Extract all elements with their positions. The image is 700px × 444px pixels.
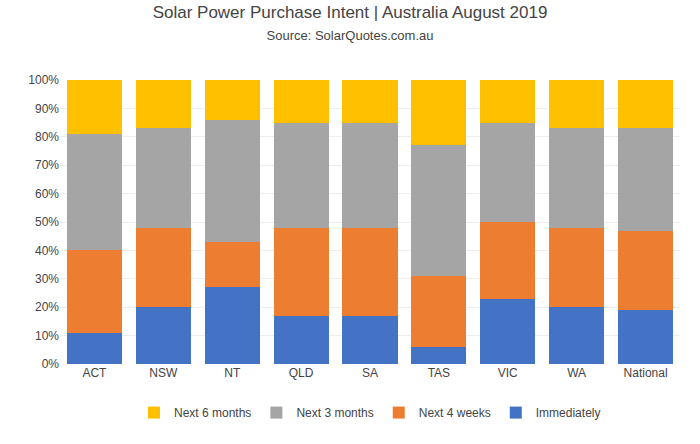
svg-text:90%: 90% (35, 102, 59, 116)
svg-text:NT: NT (224, 366, 241, 380)
svg-text:WA: WA (567, 366, 586, 380)
svg-text:National: National (624, 366, 668, 380)
svg-text:50%: 50% (35, 215, 59, 229)
svg-text:ACT: ACT (82, 366, 107, 380)
svg-text:SA: SA (362, 366, 378, 380)
svg-text:Next 4 weeks: Next 4 weeks (419, 406, 491, 420)
svg-text:VIC: VIC (498, 366, 518, 380)
svg-text:10%: 10% (35, 329, 59, 343)
svg-text:Immediately: Immediately (536, 406, 601, 420)
svg-text:QLD: QLD (289, 366, 314, 380)
svg-text:NSW: NSW (149, 366, 178, 380)
svg-text:40%: 40% (35, 244, 59, 258)
svg-text:0%: 0% (42, 357, 60, 371)
svg-text:Next 3 months: Next 3 months (296, 406, 373, 420)
svg-text:80%: 80% (35, 130, 59, 144)
svg-text:20%: 20% (35, 300, 59, 314)
svg-text:100%: 100% (28, 73, 59, 87)
svg-text:30%: 30% (35, 272, 59, 286)
svg-text:70%: 70% (35, 158, 59, 172)
svg-text:60%: 60% (35, 187, 59, 201)
svg-text:Next 6 months: Next 6 months (174, 406, 251, 420)
svg-text:TAS: TAS (428, 366, 450, 380)
svg-text:Solar Power Purchase Intent |: Solar Power Purchase Intent | Australia … (153, 3, 548, 43)
